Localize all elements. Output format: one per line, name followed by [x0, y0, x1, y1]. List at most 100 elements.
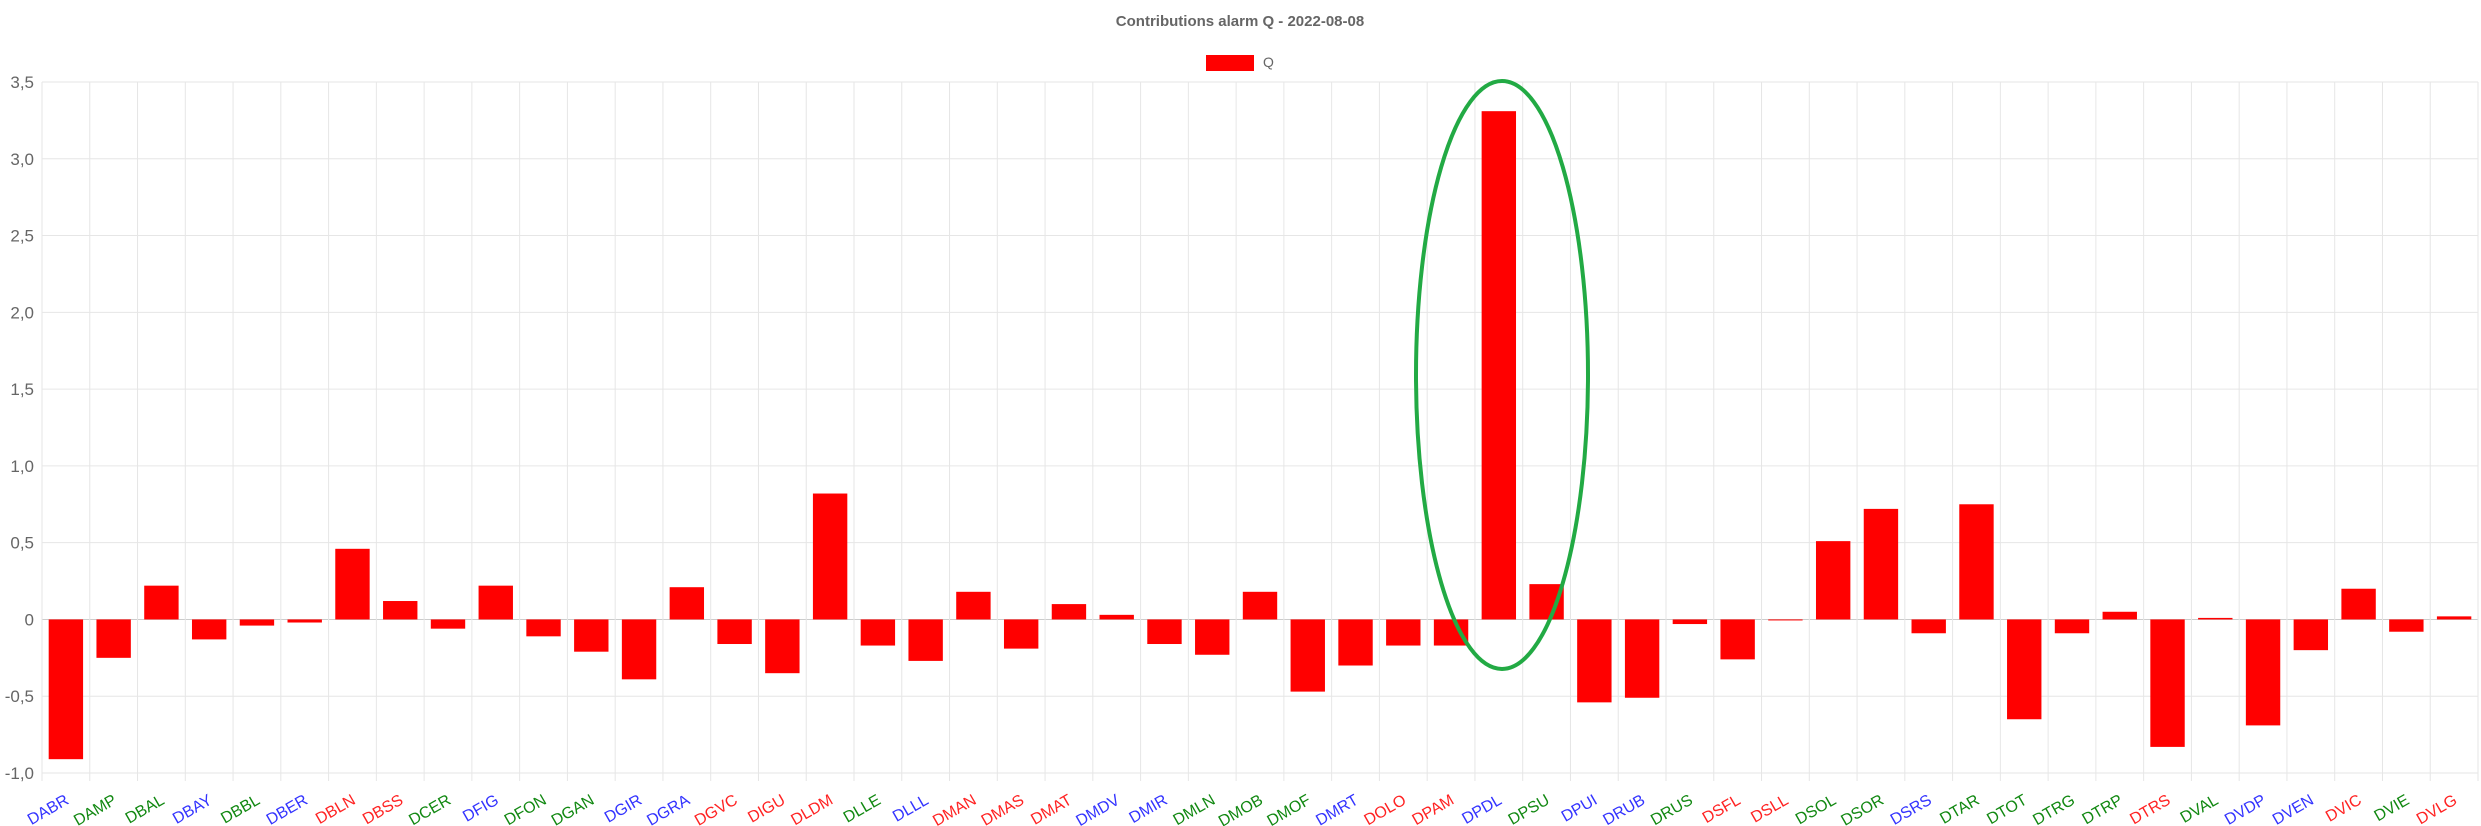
x-tick-label: DSOL: [1793, 792, 1839, 826]
bar-dlll[interactable]: [908, 619, 943, 661]
x-tick-label: DGIR: [602, 792, 645, 826]
x-tick-label: DBAL: [123, 792, 168, 826]
x-tick-label: DRUS: [1648, 792, 1696, 826]
y-tick-label: -0,5: [5, 687, 34, 706]
bar-dmas[interactable]: [1003, 619, 1039, 649]
x-tick-label: DGRA: [644, 792, 693, 826]
x-tick-label: DAMP: [71, 792, 120, 826]
x-tick-label: DRUB: [1600, 792, 1648, 826]
bar-dbbl[interactable]: [239, 619, 275, 626]
bar-dman[interactable]: [956, 591, 991, 620]
bar-drus[interactable]: [1672, 619, 1708, 625]
bar-dpui[interactable]: [1577, 619, 1612, 703]
highlight-ellipse: [1414, 79, 1590, 671]
x-tick-label: DMAN: [930, 792, 979, 826]
x-axis: DABR DAMP DBAL DBAY DBBL DBER DBLN DBSS DCER DFIG…: [25, 792, 2460, 826]
bar-dgan[interactable]: [574, 619, 609, 652]
x-tick-label: DFIG: [460, 792, 502, 826]
bar-dval[interactable]: [2198, 617, 2233, 620]
x-tick-label: DTRG: [2030, 792, 2078, 826]
bars: [48, 111, 2472, 760]
bar-dpam[interactable]: [1433, 619, 1469, 646]
x-tick-label: DMAS: [979, 792, 1028, 826]
x-tick-label: DSFL: [1700, 792, 1744, 826]
bar-dtot[interactable]: [2007, 619, 2042, 720]
x-tick-label: DPAM: [1410, 792, 1458, 826]
bar-dven[interactable]: [2293, 619, 2329, 651]
x-tick-label: DVIE: [2372, 792, 2413, 825]
bar-dtar[interactable]: [1959, 504, 1994, 620]
bar-dsol[interactable]: [1815, 541, 1851, 620]
bar-dldm[interactable]: [812, 493, 848, 620]
bar-dbay[interactable]: [191, 619, 227, 640]
x-tick-label: DTAR: [1937, 792, 1982, 826]
bar-dvdp[interactable]: [2245, 619, 2281, 726]
bar-dsll[interactable]: [1768, 619, 1803, 621]
bar-dbss[interactable]: [383, 601, 418, 620]
bar-dsor[interactable]: [1863, 508, 1899, 620]
bar-dgra[interactable]: [669, 587, 705, 620]
bar-dmdv[interactable]: [1099, 614, 1134, 620]
x-tick-label: DLDM: [788, 792, 836, 826]
x-tick-label: DFON: [502, 792, 550, 826]
x-tick-label: DTRS: [2127, 792, 2173, 826]
x-tick-label: DSRS: [1888, 792, 1935, 826]
x-tick-label: DPDL: [1459, 792, 1505, 826]
x-tick-label: DTOT: [1984, 792, 2030, 826]
x-tick-label: DCER: [406, 792, 454, 826]
bar-dtrg[interactable]: [2054, 619, 2090, 634]
y-tick-label: 3,5: [10, 73, 34, 92]
bar-damp[interactable]: [96, 619, 131, 658]
x-tick-label: DMOB: [1216, 792, 1266, 826]
x-tick-label: DMDV: [1073, 792, 1123, 826]
bar-dsrs[interactable]: [1911, 619, 1946, 634]
x-tick-label: DBBL: [218, 792, 263, 826]
bar-dmrt[interactable]: [1338, 619, 1373, 666]
x-tick-label: DBAY: [170, 792, 215, 826]
bar-dtrp[interactable]: [2102, 611, 2137, 620]
legend-swatch: [1206, 55, 1254, 71]
grid-lines: [41, 81, 2479, 781]
bar-dabr[interactable]: [48, 619, 84, 760]
x-tick-label: DVDP: [2222, 792, 2269, 826]
x-tick-label: DMRT: [1313, 792, 1361, 826]
bar-dmir[interactable]: [1147, 619, 1182, 645]
y-tick-label: -1,0: [5, 764, 34, 783]
bar-dsfl[interactable]: [1720, 619, 1755, 660]
bar-dvic[interactable]: [2341, 588, 2376, 620]
bar-dpdl[interactable]: [1481, 111, 1517, 620]
y-axis: -1,0 -0,5 0 0,5 1,0 1,5 2,0 2,5 3,0 3,5: [5, 73, 34, 783]
bar-dtrs[interactable]: [2150, 619, 2185, 747]
bar-drub[interactable]: [1624, 619, 1660, 698]
bar-dvlg[interactable]: [2436, 616, 2472, 620]
bar-dgir[interactable]: [621, 619, 657, 680]
bar-dmat[interactable]: [1051, 604, 1087, 620]
bar-dber[interactable]: [287, 619, 322, 623]
bar-dmof[interactable]: [1290, 619, 1325, 692]
bar-dbln[interactable]: [335, 548, 370, 620]
x-tick-label: DOLO: [1362, 792, 1410, 826]
y-tick-label: 2,0: [10, 303, 34, 322]
bar-dolo[interactable]: [1386, 619, 1421, 646]
x-tick-label: DGAN: [549, 792, 598, 826]
x-tick-label: DLLE: [841, 792, 884, 826]
x-tick-label: DIGU: [745, 792, 788, 826]
bar-dmob[interactable]: [1242, 591, 1278, 620]
bar-dfon[interactable]: [526, 619, 561, 637]
bar-dgvc[interactable]: [717, 619, 752, 645]
bar-digu[interactable]: [765, 619, 800, 674]
bar-dbal[interactable]: [144, 585, 179, 620]
x-tick-label: DMLN: [1170, 792, 1218, 826]
x-tick-label: DBER: [264, 792, 311, 826]
x-tick-label: DMAT: [1028, 792, 1075, 826]
x-tick-label: DABR: [25, 792, 72, 826]
bar-dcer[interactable]: [430, 619, 466, 629]
chart-title: Contributions alarm Q - 2022-08-08: [1116, 13, 1364, 30]
legend[interactable]: Q: [1206, 54, 1274, 71]
bar-dfig[interactable]: [478, 585, 513, 620]
bar-dmln[interactable]: [1195, 619, 1230, 655]
bar-dvie[interactable]: [2389, 619, 2424, 632]
x-tick-label: DSLL: [1748, 792, 1791, 826]
bar-dlle[interactable]: [860, 619, 896, 646]
